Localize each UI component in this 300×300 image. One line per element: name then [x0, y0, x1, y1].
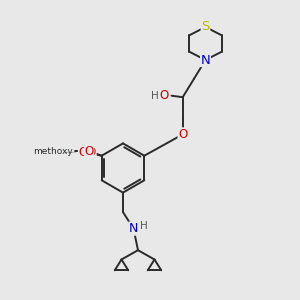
Text: O: O — [85, 145, 94, 158]
Text: N: N — [129, 222, 138, 235]
Text: methoxy: methoxy — [71, 152, 77, 153]
Text: O: O — [178, 128, 187, 141]
Text: S: S — [201, 20, 210, 34]
Text: methoxy: methoxy — [65, 152, 72, 153]
Text: H: H — [140, 220, 148, 231]
Text: O: O — [79, 146, 88, 159]
Text: O: O — [159, 89, 168, 102]
Text: O: O — [87, 146, 96, 159]
Text: N: N — [201, 53, 210, 67]
Text: H: H — [151, 91, 159, 101]
Text: methoxy: methoxy — [33, 147, 73, 156]
